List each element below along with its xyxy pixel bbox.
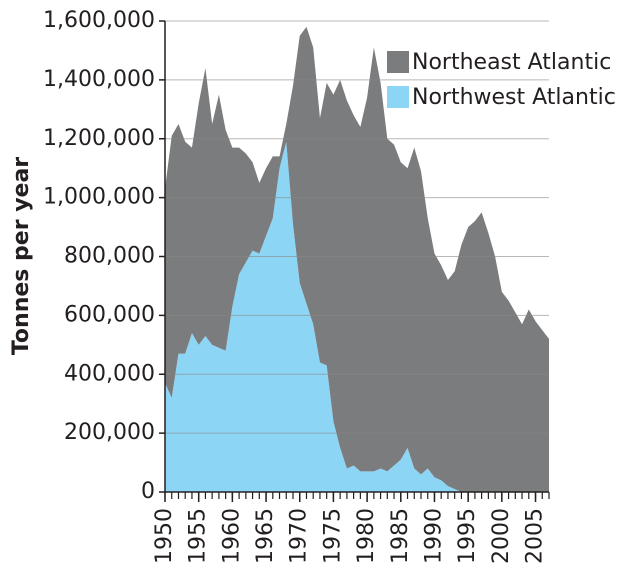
y-tick-label: 600,000 (64, 302, 155, 327)
x-tick-label: 1990 (421, 508, 446, 564)
y-tick-label: 1,600,000 (43, 8, 155, 33)
y-tick-label: 0 (141, 479, 155, 504)
x-tick-label: 2000 (489, 508, 514, 564)
x-tick-label: 1980 (354, 508, 379, 564)
y-tick-label: 800,000 (64, 244, 155, 269)
y-axis-label: Tonnes per year (9, 157, 34, 355)
y-tick-label: 200,000 (64, 420, 155, 445)
x-tick-label: 1995 (455, 508, 480, 564)
area (165, 141, 549, 492)
y-tick-label: 400,000 (64, 361, 155, 386)
x-tick-label: 2005 (523, 508, 548, 564)
y-tick-label: 1,400,000 (43, 67, 155, 92)
x-tick-label: 1955 (186, 508, 211, 564)
x-tick-label: 1985 (388, 508, 413, 564)
legend-swatch (387, 86, 409, 108)
legend-label: Northwest Atlantic (412, 85, 616, 110)
x-tick-label: 1960 (219, 508, 244, 564)
legend-label: Northeast Atlantic (412, 50, 611, 75)
x-tick-label: 1970 (287, 508, 312, 564)
area (165, 26, 549, 492)
x-tick-label: 1950 (152, 508, 177, 564)
y-tick-label: 1,000,000 (43, 185, 155, 210)
x-tick-label: 1965 (253, 508, 278, 564)
x-tick-label: 1975 (320, 508, 345, 564)
legend-swatch (387, 51, 409, 73)
y-tick-label: 1,200,000 (43, 126, 155, 151)
